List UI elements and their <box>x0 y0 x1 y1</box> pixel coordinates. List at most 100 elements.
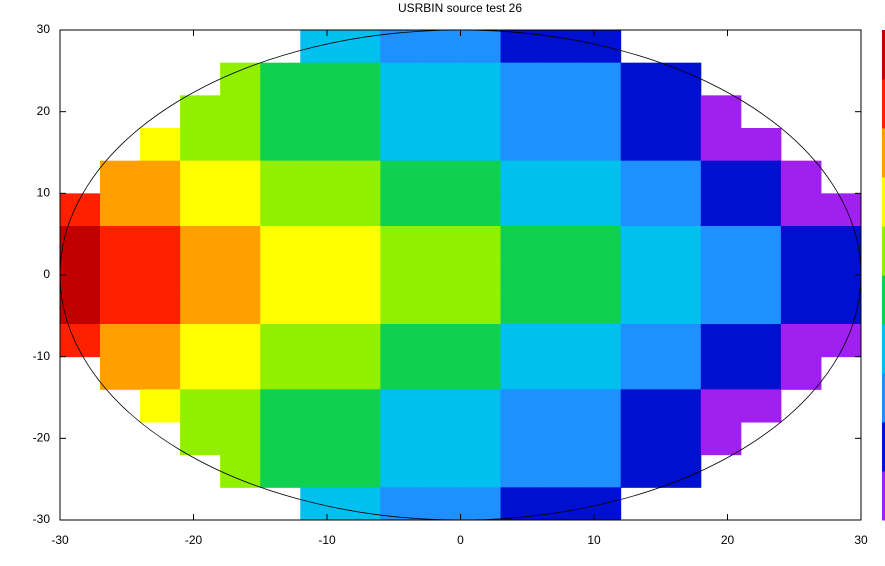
heat-cell <box>60 258 101 292</box>
heat-cell <box>660 160 702 194</box>
heat-cell <box>340 226 381 260</box>
heat-cell <box>180 226 221 260</box>
heat-cell <box>300 95 341 129</box>
heat-cell <box>580 226 622 260</box>
heat-cell <box>660 62 702 96</box>
heat-cell <box>740 226 782 260</box>
heat-cell <box>780 226 822 260</box>
heat-cell <box>580 454 622 488</box>
heat-cell <box>700 226 742 260</box>
heat-cell <box>660 324 702 358</box>
heat-cell <box>180 95 221 129</box>
y-tick-label: 20 <box>37 104 51 118</box>
heat-cell <box>220 422 261 456</box>
heat-cell <box>620 356 662 390</box>
heat-cell <box>100 324 141 358</box>
heat-cell <box>140 324 181 358</box>
heat-cell <box>700 291 742 325</box>
heat-cell <box>220 62 261 96</box>
heat-cell <box>740 258 782 292</box>
heat-cell <box>260 454 301 488</box>
heat-cell <box>140 193 181 227</box>
heat-cell <box>580 487 622 521</box>
heat-cell <box>220 356 261 390</box>
heat-cell <box>340 128 381 162</box>
heat-cell <box>700 324 742 358</box>
heat-cell <box>820 226 862 260</box>
heat-cell <box>420 30 461 64</box>
heat-cell <box>180 324 221 358</box>
heat-cell <box>340 422 381 456</box>
x-tick-label: -20 <box>185 533 203 547</box>
heat-cell <box>660 128 702 162</box>
heat-cell <box>100 258 141 292</box>
heat-cell <box>820 291 862 325</box>
heat-cell <box>180 160 221 194</box>
heat-cell <box>140 226 181 260</box>
heat-cell <box>60 291 101 325</box>
heat-cell <box>500 193 542 227</box>
heat-cell <box>460 62 502 96</box>
heat-cell <box>380 258 421 292</box>
heat-cell <box>500 95 542 129</box>
y-tick-label: -20 <box>33 431 51 445</box>
colorbar-swatch <box>882 471 885 521</box>
heat-cell <box>420 389 461 423</box>
heat-cell <box>260 62 301 96</box>
heat-cell <box>780 324 822 358</box>
heat-cell <box>660 389 702 423</box>
heat-cell <box>300 356 341 390</box>
x-tick-label: -10 <box>318 533 336 547</box>
heat-cell <box>500 30 542 64</box>
heat-cell <box>460 160 502 194</box>
heat-cell <box>300 291 341 325</box>
heat-cell <box>500 291 542 325</box>
heat-cell <box>540 487 582 521</box>
colorbar-swatch <box>882 422 885 472</box>
heat-cell <box>140 160 181 194</box>
heat-cell <box>340 487 381 521</box>
heat-cell <box>340 324 381 358</box>
heat-cell <box>540 193 582 227</box>
heat-cell <box>220 389 261 423</box>
heat-cell <box>500 389 542 423</box>
heat-cell <box>340 95 381 129</box>
y-tick-label: 0 <box>43 267 50 281</box>
chart-title: USRBIN source test 26 <box>398 1 522 15</box>
heat-cell <box>660 291 702 325</box>
heat-cell <box>460 30 502 64</box>
heat-cell <box>220 454 261 488</box>
heat-cell <box>100 226 141 260</box>
heat-cell <box>100 160 141 194</box>
heat-cell <box>780 258 822 292</box>
heat-cell <box>460 454 502 488</box>
heat-cell <box>580 62 622 96</box>
heat-cell <box>580 160 622 194</box>
heat-cell <box>260 389 301 423</box>
y-tick-label: 10 <box>37 186 51 200</box>
heat-cell <box>540 422 582 456</box>
heat-cell <box>380 30 421 64</box>
heat-cell <box>380 95 421 129</box>
heat-cell <box>60 193 101 227</box>
heat-cell <box>500 226 542 260</box>
heat-cell <box>260 193 301 227</box>
heat-cell <box>580 128 622 162</box>
heat-cell <box>380 422 421 456</box>
heat-cell <box>460 389 502 423</box>
heat-cell <box>140 128 181 162</box>
heat-cell <box>420 258 461 292</box>
heat-cell <box>620 389 662 423</box>
heat-cell <box>300 454 341 488</box>
colorbar-swatch <box>882 79 885 129</box>
heat-cell <box>300 128 341 162</box>
heat-cell <box>780 193 822 227</box>
heat-cell <box>260 128 301 162</box>
heat-cell <box>340 356 381 390</box>
heat-cell <box>500 422 542 456</box>
heat-cell <box>380 356 421 390</box>
heat-cell <box>740 128 782 162</box>
heat-cell <box>140 291 181 325</box>
heat-cell <box>620 291 662 325</box>
